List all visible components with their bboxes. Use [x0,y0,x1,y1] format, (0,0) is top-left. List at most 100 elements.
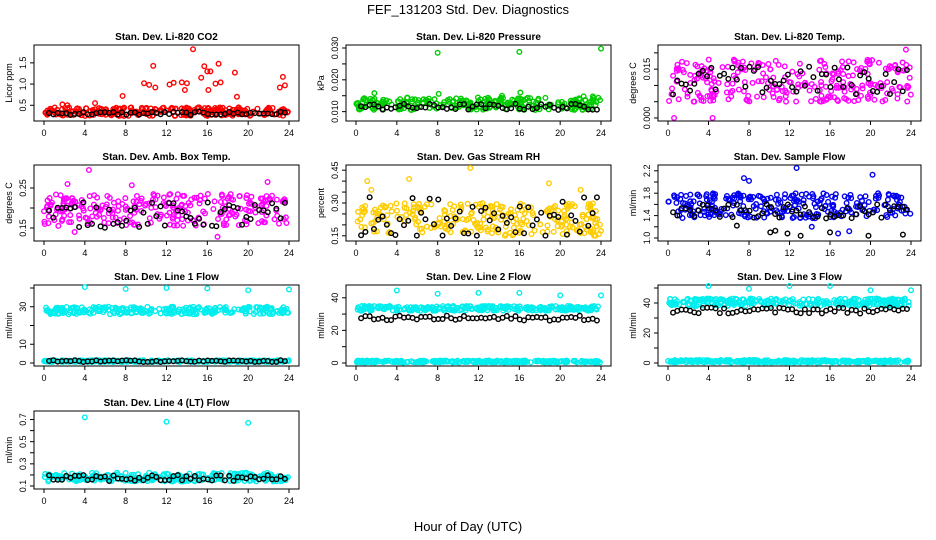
sample-point [696,200,703,207]
sample-point [170,222,177,229]
sample-point [115,203,122,210]
hourly-point [478,101,485,108]
hourly-point [281,109,288,116]
sample-point [787,297,794,304]
sample-point [890,358,897,365]
x-axis: 0 4 8 12 16 20 24 [41,240,294,258]
sample-point [248,200,255,207]
hourly-point [80,199,87,206]
hourly-point [452,106,459,113]
y-tick-label: 0.5 [18,99,28,112]
sample-point [453,216,460,223]
panel-title: Stan. Dev. Line 2 Flow [426,272,531,283]
x-tick-label: 0 [353,373,358,383]
sample-point [266,310,273,317]
sample-point [734,69,741,76]
y-tick-label: 0 [18,360,28,365]
sample-point [436,358,443,365]
sample-point [220,220,227,227]
sample-point [353,100,360,107]
sample-point [133,192,140,199]
sample-point [404,95,411,102]
sample-point-outlier [746,285,753,292]
sample-point [817,58,824,65]
x-tick-label: 24 [284,248,294,258]
sample-point [235,222,242,229]
y-tick-label: 0.3 [18,458,28,471]
sample-point [232,213,239,220]
sample-point [588,307,595,314]
hourly-point [857,310,864,317]
hourly-point [844,205,851,212]
hourly-point [239,221,246,228]
sample-point [285,358,292,365]
hourly-point [831,308,838,315]
hourly-point [191,473,198,480]
sample-point [754,93,761,100]
sample-point [839,58,846,65]
hourly-point [388,317,395,324]
sample-point [772,299,779,306]
sample-point [745,92,752,99]
sample-point [758,203,765,210]
hourly-point [593,106,600,113]
x-axis: 0 4 8 12 16 20 24 [665,365,916,383]
sample-point [137,305,144,312]
sample-point [670,359,677,366]
hourly-point [370,226,377,233]
sample-point [400,359,407,366]
sample-point [678,358,685,365]
hourly-point [687,87,694,94]
sample-point [418,359,425,366]
sample-point-outlier [827,283,834,290]
hourly-point [784,71,791,78]
sample-point-outlier [516,48,523,55]
sample-point [666,97,673,104]
sample-point [740,88,747,95]
sample-point [707,211,714,218]
sample-point [263,193,270,200]
hourly-point [503,312,510,319]
hourly-point [538,101,545,108]
y-tick-label: 1.5 [18,57,28,70]
x-tick-label: 24 [596,373,606,383]
sample-point [848,297,855,304]
sample-point [201,210,208,217]
sample-point [187,202,194,209]
sample-point [163,212,170,219]
panel-title: Stan. Dev. Sample Flow [734,152,846,163]
x-tick-label: 24 [906,128,916,138]
sample-point [57,192,64,199]
sample-point [843,200,850,207]
sample-point [694,359,701,366]
sample-point [679,58,686,65]
y-tick-label: 0.000 [642,107,652,130]
sample-point [684,357,691,364]
sample-point [809,359,816,366]
hourly-point [789,306,796,313]
hourly-point [827,83,834,90]
hourly-point [857,72,864,79]
hourly-point [563,231,570,238]
sample-point [480,359,487,366]
hourly-point [46,207,53,214]
sample-point [283,305,290,312]
x-tick-label: 4 [82,248,87,258]
sample-point [859,85,866,92]
sample-point [542,94,549,101]
sample-point [550,228,557,235]
hourly-point [806,63,813,70]
sample-point-outlier [364,178,371,185]
sample-point [757,193,764,200]
hourly-point [882,71,889,78]
hourly-point [456,315,463,322]
sample-point [164,470,171,477]
sample-point-outlier [835,230,842,237]
sample-point-outlier [181,86,188,93]
sample-point [796,60,803,67]
hourly-point [277,215,284,222]
hourly-point [93,204,100,211]
sample-point [493,201,500,208]
sample-point [566,223,573,230]
sample-point [463,217,470,224]
